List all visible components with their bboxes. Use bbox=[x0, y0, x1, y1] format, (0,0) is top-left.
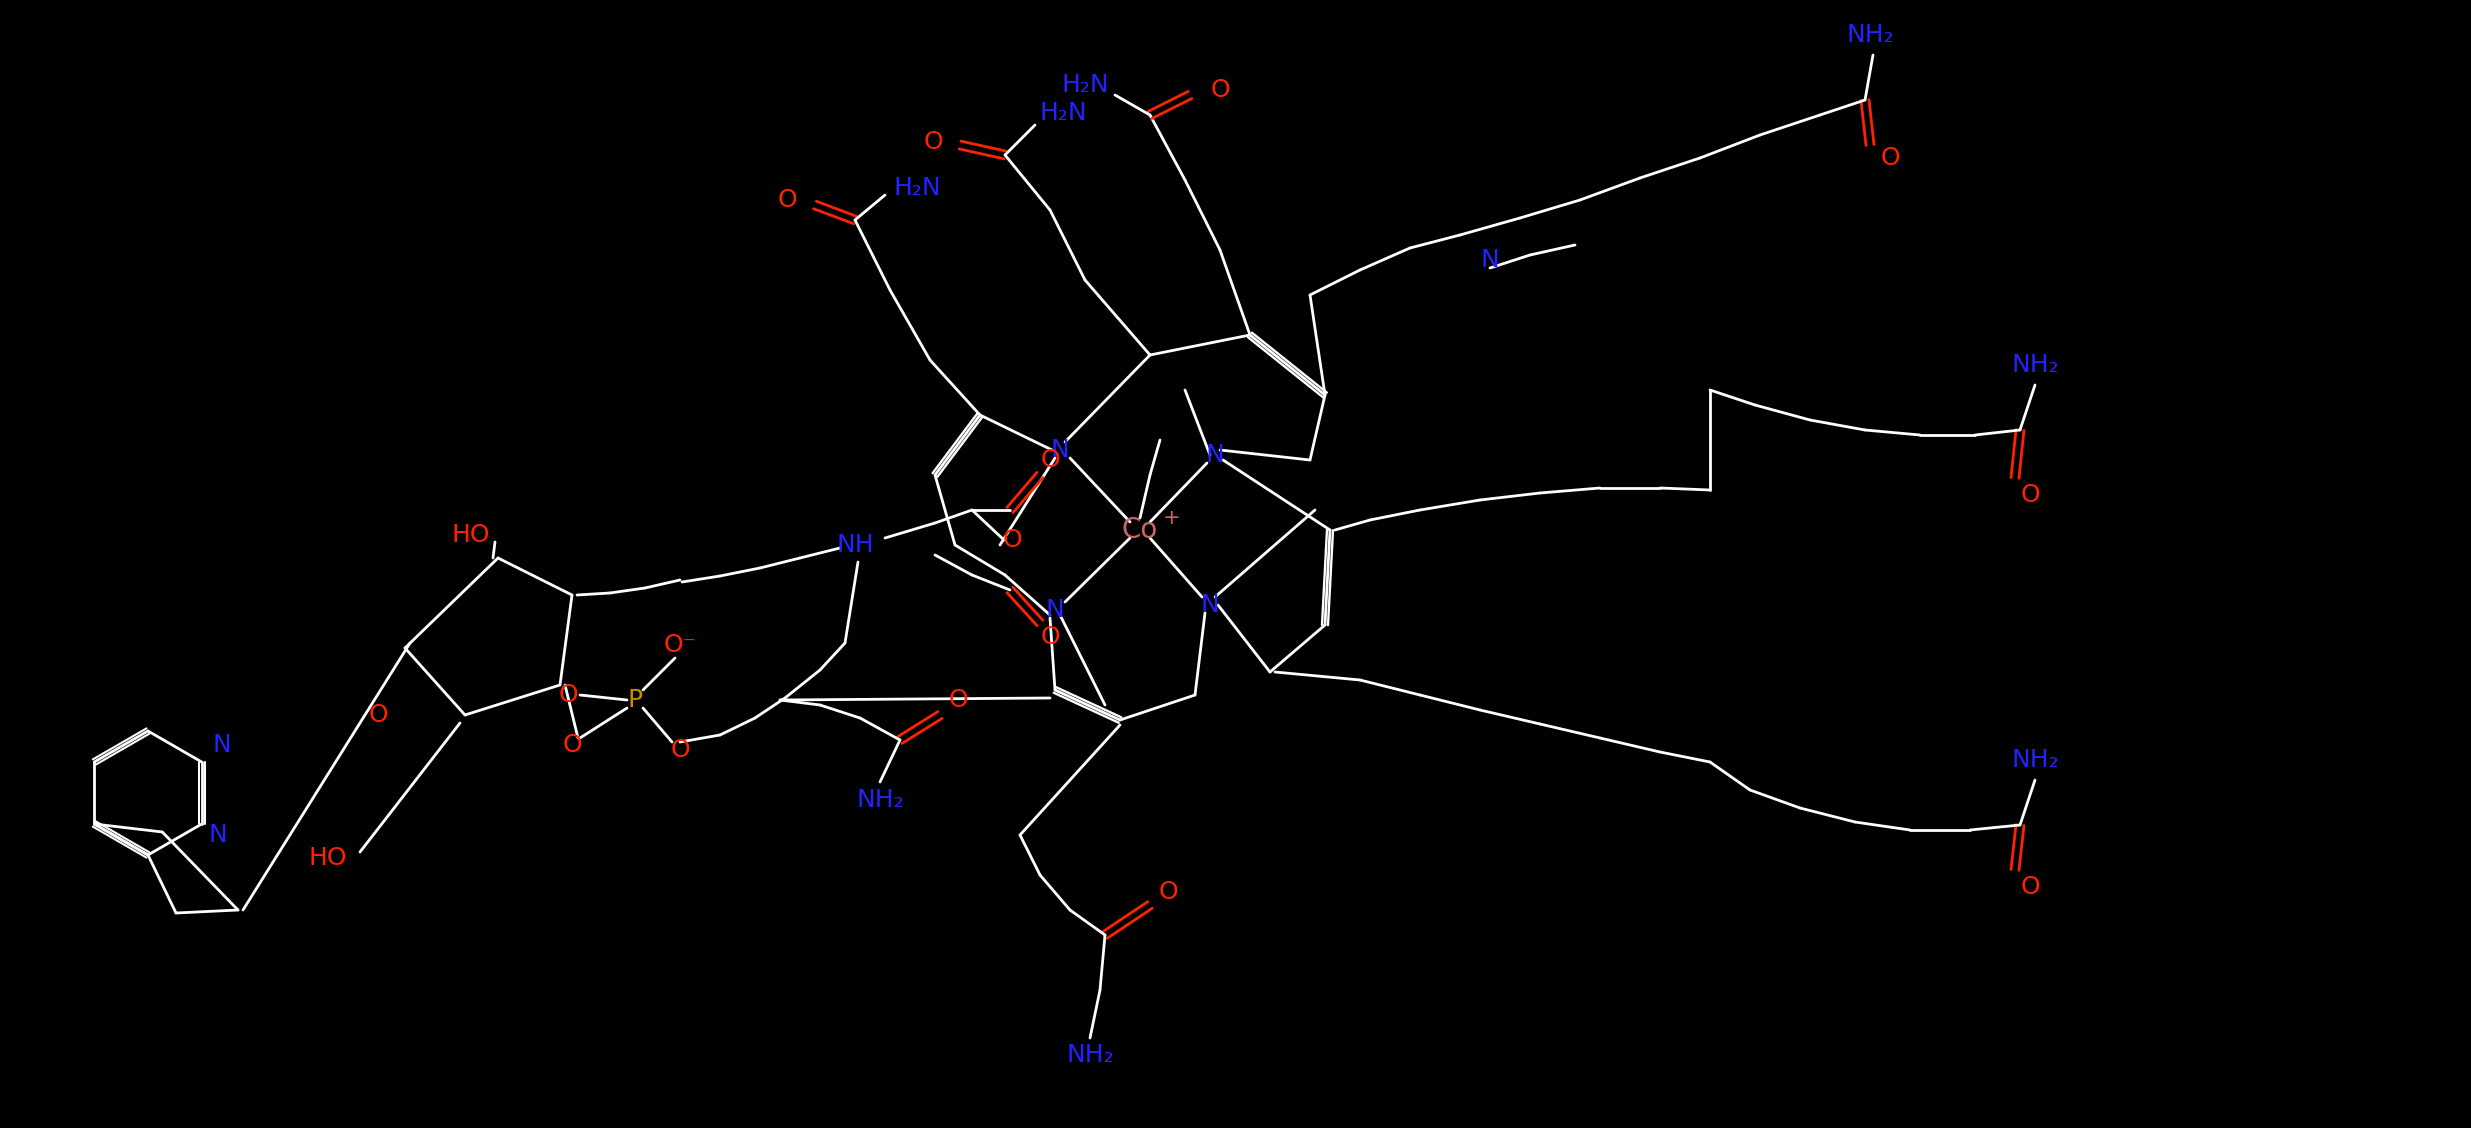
Text: NH₂: NH₂ bbox=[855, 788, 904, 812]
Text: NH₂: NH₂ bbox=[2011, 353, 2058, 377]
Text: O: O bbox=[670, 738, 689, 763]
Text: N: N bbox=[1045, 598, 1065, 622]
Text: O: O bbox=[1003, 528, 1023, 552]
Text: O: O bbox=[1040, 448, 1060, 472]
Text: O: O bbox=[924, 130, 944, 155]
Text: HO: HO bbox=[309, 846, 346, 870]
Text: O: O bbox=[563, 733, 581, 757]
Text: O: O bbox=[1211, 78, 1231, 102]
Text: N: N bbox=[208, 823, 227, 847]
Text: O: O bbox=[778, 188, 796, 212]
Text: +: + bbox=[1164, 508, 1181, 528]
Text: O: O bbox=[1159, 880, 1179, 904]
Text: NH₂: NH₂ bbox=[1065, 1043, 1114, 1067]
Text: O: O bbox=[2021, 483, 2041, 506]
Text: N: N bbox=[1050, 438, 1070, 462]
Text: NH₂: NH₂ bbox=[1846, 23, 1893, 47]
Text: O⁻: O⁻ bbox=[665, 633, 697, 656]
Text: P: P bbox=[628, 688, 642, 712]
Text: O: O bbox=[949, 688, 969, 712]
Text: O: O bbox=[368, 703, 388, 728]
Text: H₂N: H₂N bbox=[1060, 73, 1109, 97]
Text: NH₂: NH₂ bbox=[2011, 748, 2058, 772]
Text: O: O bbox=[1880, 146, 1900, 170]
Text: NH: NH bbox=[835, 534, 875, 557]
Text: N: N bbox=[213, 733, 232, 757]
Text: O: O bbox=[1040, 625, 1060, 649]
Text: O: O bbox=[2021, 875, 2041, 899]
Text: N: N bbox=[1480, 248, 1500, 272]
Text: H₂N: H₂N bbox=[892, 176, 941, 200]
Text: H₂N: H₂N bbox=[1040, 102, 1087, 125]
Text: Co: Co bbox=[1122, 515, 1159, 544]
Text: O: O bbox=[558, 682, 578, 707]
Text: N: N bbox=[1201, 593, 1218, 617]
Text: N: N bbox=[1206, 443, 1223, 467]
Text: HO: HO bbox=[452, 523, 489, 547]
